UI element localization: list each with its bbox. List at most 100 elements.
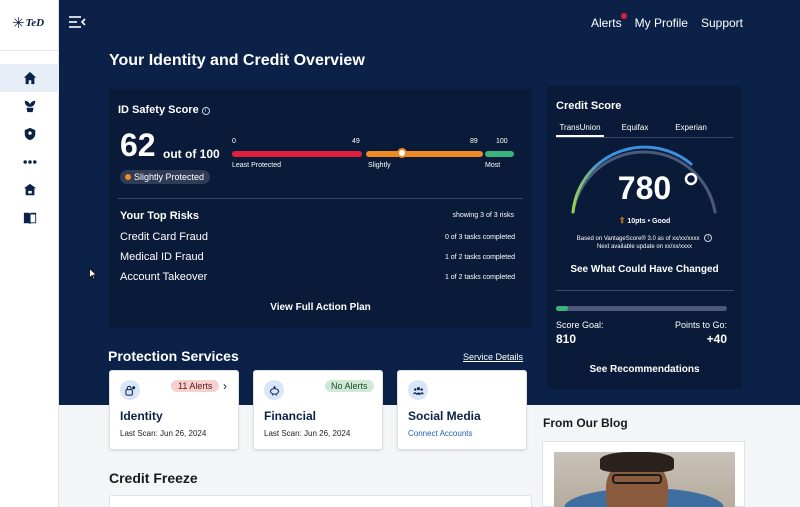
- piggy-bank-icon: [264, 380, 284, 400]
- see-recommendations-link[interactable]: See Recommendations: [589, 364, 700, 375]
- view-action-plan-link[interactable]: View Full Action Plan: [270, 302, 371, 313]
- bureau-tabs: TransUnion Equifax Experian: [556, 118, 734, 138]
- sidebar-item-protection[interactable]: [0, 120, 59, 148]
- credit-score-card: Credit Score TransUnion Equifax Experian…: [547, 86, 742, 389]
- blog-section-title: From Our Blog: [543, 416, 628, 430]
- risk-status: 0 of 3 tasks completed: [444, 233, 515, 241]
- info-icon[interactable]: i: [704, 234, 713, 242]
- id-safety-title: ID Safety Score i: [118, 104, 210, 116]
- label-most: Most: [485, 162, 501, 169]
- sunburst-icon: ✳: [12, 14, 25, 32]
- sidebar-item-library[interactable]: [0, 204, 59, 232]
- tab-equifax[interactable]: Equifax: [621, 123, 649, 132]
- collapse-menu-button[interactable]: [68, 15, 86, 29]
- what-could-have-changed-link[interactable]: See What Could Have Changed: [570, 264, 719, 275]
- points-to-go-label: Points to Go:: [674, 320, 727, 330]
- alerts-badge: 11 Alerts: [171, 380, 220, 392]
- tab-experian[interactable]: Experian: [675, 123, 707, 132]
- people-icon: [408, 380, 428, 400]
- points-to-go-value: +40: [706, 332, 727, 346]
- next-update: Next available update on xx/xx/xxxx: [596, 244, 693, 250]
- connect-accounts-link[interactable]: Connect Accounts: [408, 429, 473, 438]
- last-scan: Last Scan: Jun 26, 2024: [264, 429, 351, 438]
- risk-name: Medical ID Fraud: [120, 251, 204, 263]
- protection-services-title: Protection Services: [108, 348, 239, 364]
- credit-score-value: 780: [617, 170, 672, 206]
- sidebar-item-home[interactable]: [0, 64, 59, 92]
- identity-lock-icon: [120, 380, 140, 400]
- sidebar-item-growth[interactable]: [0, 92, 59, 120]
- credit-card-divider: [556, 290, 734, 291]
- service-name: Identity: [120, 409, 163, 423]
- range-bar-slightly: [366, 151, 483, 157]
- book-icon: [23, 212, 36, 225]
- range-49-label: 49: [352, 138, 360, 145]
- service-name: Financial: [264, 409, 317, 423]
- nav-my-profile[interactable]: My Profile: [634, 16, 688, 30]
- plant-icon: [24, 100, 35, 113]
- page-title: Your Identity and Credit Overview: [109, 52, 365, 69]
- credit-freeze-card: [109, 495, 532, 507]
- blog-card[interactable]: [542, 441, 745, 507]
- brand-logo[interactable]: ✳ TeD: [12, 12, 48, 34]
- service-name: Social Media: [408, 409, 481, 423]
- mouse-cursor-icon: [89, 268, 97, 280]
- risk-row[interactable]: Account Takeover 1 of 2 tasks completed: [120, 271, 515, 283]
- sidebar-item-more[interactable]: [0, 148, 59, 176]
- range-bar-most: [485, 151, 514, 157]
- range-bar-least: [232, 151, 362, 157]
- range-max-label: 100: [496, 138, 508, 145]
- goal-progress-track: [556, 306, 727, 311]
- sidebar-item-learn[interactable]: [0, 176, 59, 204]
- id-safety-score: 62: [120, 127, 156, 163]
- status-dot: [125, 174, 131, 180]
- nav-alerts[interactable]: Alerts: [590, 13, 627, 30]
- financial-service-card[interactable]: No Alerts Financial Last Scan: Jun 26, 2…: [253, 370, 383, 450]
- score-basis: Based on VantageScore® 3.0 as of xx/xx/x…: [547, 234, 742, 242]
- label-slightly: Slightly: [368, 162, 391, 169]
- score-change-text: 10pts • Good: [627, 218, 671, 225]
- id-safety-title-text: ID Safety Score: [118, 104, 199, 116]
- score-change: ⇧ 10pts • Good: [547, 216, 742, 225]
- status-badge: Slightly Protected: [120, 170, 211, 184]
- service-details-link[interactable]: Service Details: [463, 352, 524, 362]
- blog-image-hair: [600, 452, 674, 472]
- info-icon[interactable]: i: [201, 107, 210, 115]
- id-card-divider: [118, 198, 523, 199]
- blog-image-glasses: [612, 474, 662, 484]
- score-goal-value: 810: [556, 332, 577, 346]
- chevron-right-icon[interactable]: ›: [223, 379, 227, 393]
- graduation-icon: [23, 183, 36, 196]
- tab-transunion[interactable]: TransUnion: [556, 118, 604, 137]
- label-least-protected: Least Protected: [232, 162, 282, 169]
- sidebar: ✳ TeD: [0, 0, 59, 507]
- top-risks-title: Your Top Risks: [120, 210, 200, 222]
- risk-name: Account Takeover: [120, 271, 208, 283]
- credit-score-title: Credit Score: [556, 100, 622, 112]
- menu-collapse-icon: [69, 16, 86, 28]
- shield-icon: [24, 127, 35, 141]
- identity-service-card[interactable]: 11 Alerts › Identity Last Scan: Jun 26, …: [109, 370, 239, 450]
- nav-alerts-label: Alerts: [590, 16, 622, 30]
- goal-progress-fill: [556, 306, 568, 311]
- arrow-up-icon: ⇧: [618, 216, 626, 225]
- risk-row[interactable]: Credit Card Fraud 0 of 3 tasks completed: [120, 231, 515, 243]
- last-scan: Last Scan: Jun 26, 2024: [120, 429, 207, 438]
- blog-image: [554, 452, 735, 507]
- sidebar-divider: [0, 50, 59, 51]
- gauge-marker: [684, 172, 698, 186]
- id-safety-out-of: out of 100: [163, 147, 220, 161]
- home-icon: [23, 71, 36, 85]
- score-marker: [397, 148, 407, 158]
- social-media-service-card[interactable]: Social Media Connect Accounts: [397, 370, 527, 450]
- dots-icon: [22, 160, 37, 164]
- credit-freeze-title: Credit Freeze: [109, 470, 198, 486]
- risk-name: Credit Card Fraud: [120, 231, 209, 243]
- score-basis-text: Based on VantageScore® 3.0 as of xx/xx/x…: [576, 236, 700, 242]
- nav-support[interactable]: Support: [700, 16, 743, 30]
- score-gauge: [571, 145, 717, 214]
- risk-status: 1 of 2 tasks completed: [444, 273, 515, 281]
- risk-row[interactable]: Medical ID Fraud 1 of 2 tasks completed: [120, 251, 515, 263]
- status-text: Slightly Protected: [134, 172, 205, 182]
- top-navigation: Alerts My Profile Support: [590, 13, 743, 30]
